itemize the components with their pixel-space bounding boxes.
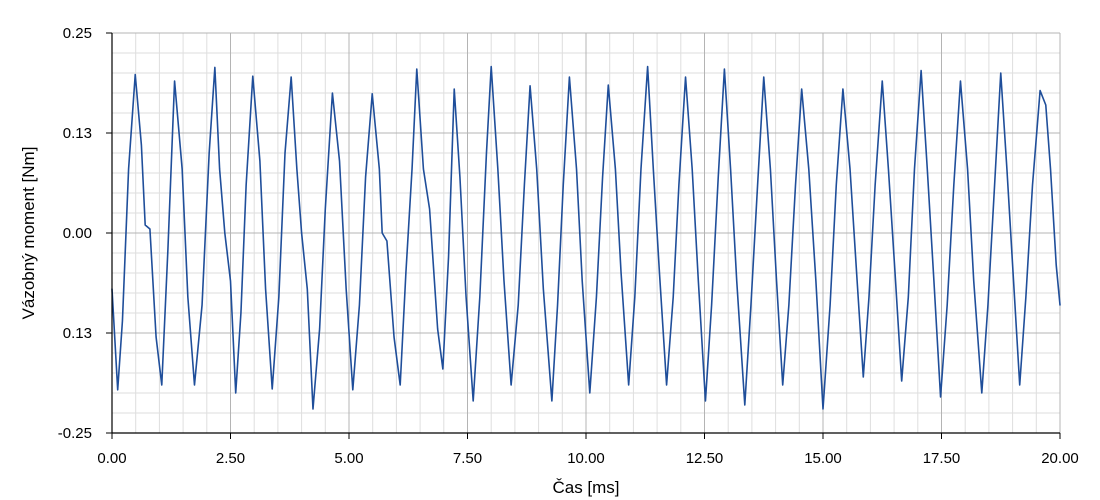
y-axis-tick-label: 0.13	[63, 325, 92, 342]
tick-labels: 0.00 2.50 5.00 7.50 10.00 12.50 15.00 17.50 20.0…	[58, 25, 1079, 467]
y-axis-title: Vázobný moment [Nm]	[19, 147, 38, 320]
x-axis-title: Čas [ms]	[552, 478, 619, 497]
x-axis-tick-label: 17.50	[923, 450, 961, 467]
series-layer	[111, 65, 1061, 410]
x-axis-tick-label: 2.50	[216, 450, 245, 467]
x-axis-tick-label: 7.50	[453, 450, 482, 467]
x-axis-tick-label: 10.00	[567, 450, 605, 467]
x-axis-tick-label: 12.50	[686, 450, 724, 467]
y-axis-tick-label: 0.25	[63, 25, 92, 42]
x-axis-tick-label: 20.00	[1041, 450, 1079, 467]
x-axis-tick-label: 0.00	[97, 450, 126, 467]
ticks	[106, 32, 1061, 439]
x-axis-tick-label: 5.00	[334, 450, 363, 467]
series-line	[111, 65, 1061, 410]
y-axis-tick-label: 0.00	[63, 225, 92, 242]
x-axis-tick-label: 15.00	[804, 450, 842, 467]
y-axis-tick-label: 0.13	[63, 125, 92, 142]
y-axis-tick-label: -0.25	[58, 425, 92, 442]
